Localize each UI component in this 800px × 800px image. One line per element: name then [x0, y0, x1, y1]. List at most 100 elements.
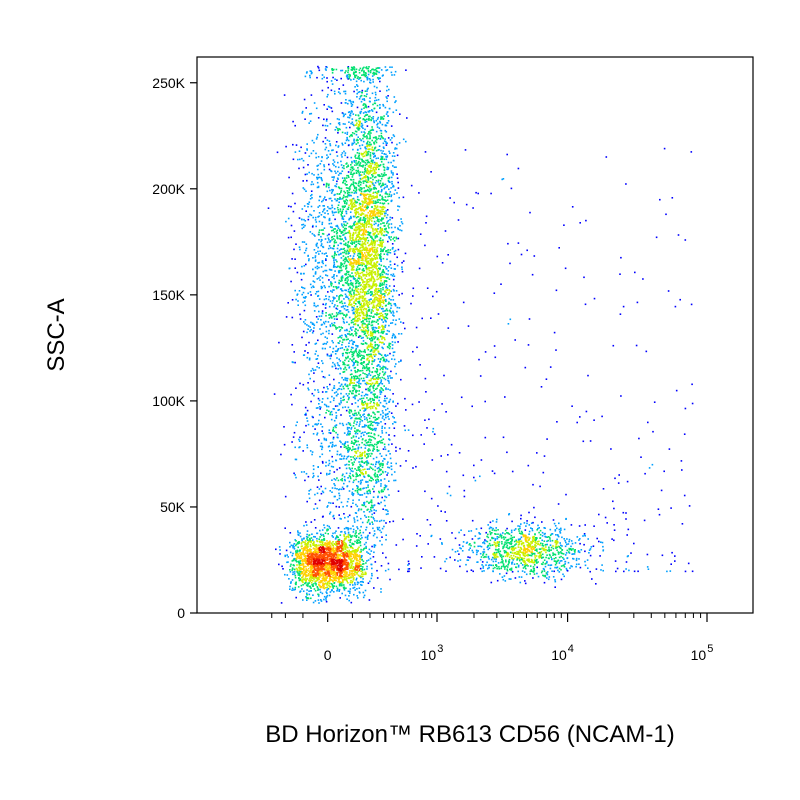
- data-point: [320, 333, 322, 336]
- data-point: [386, 360, 388, 362]
- data-point: [353, 239, 355, 242]
- data-point: [359, 382, 362, 385]
- data-point: [388, 150, 390, 153]
- data-point: [358, 127, 361, 130]
- data-point: [352, 321, 354, 324]
- data-point: [388, 494, 390, 496]
- data-point: [306, 417, 308, 419]
- data-point: [381, 152, 383, 154]
- data-point: [379, 285, 382, 287]
- data-point: [374, 251, 377, 253]
- data-point: [344, 90, 347, 93]
- data-point: [382, 182, 384, 185]
- data-point: [329, 269, 332, 271]
- data-point: [363, 221, 366, 224]
- data-point: [382, 317, 385, 320]
- data-point: [321, 260, 324, 262]
- data-point: [344, 202, 346, 205]
- data-point: [364, 314, 366, 317]
- data-point: [320, 319, 322, 321]
- data-point: [384, 206, 386, 209]
- data-point: [347, 231, 349, 234]
- data-point: [317, 290, 320, 293]
- data-point: [382, 210, 385, 213]
- data-point: [372, 195, 374, 198]
- data-point: [356, 138, 358, 141]
- data-point: [362, 223, 364, 226]
- data-point: [371, 377, 374, 379]
- data-point: [343, 534, 345, 536]
- data-point: [355, 189, 358, 192]
- data-point: [371, 324, 374, 326]
- data-point: [360, 309, 363, 312]
- data-point: [305, 296, 307, 298]
- data-point: [305, 424, 307, 427]
- data-point: [372, 238, 375, 241]
- data-point: [348, 226, 350, 228]
- data-point: [358, 69, 361, 71]
- data-point: [403, 425, 406, 427]
- data-point: [320, 229, 323, 231]
- data-point: [346, 192, 349, 194]
- data-point: [351, 69, 353, 71]
- data-point: [346, 280, 349, 283]
- data-point: [314, 216, 317, 219]
- data-point: [352, 353, 355, 355]
- data-point: [379, 106, 381, 109]
- data-point: [360, 174, 363, 176]
- data-point: [314, 260, 317, 262]
- data-point: [360, 108, 363, 111]
- data-point: [366, 175, 369, 178]
- data-point: [367, 211, 370, 214]
- data-point: [364, 304, 366, 306]
- data-point: [387, 303, 390, 305]
- data-point: [391, 155, 394, 157]
- data-point: [375, 230, 378, 232]
- data-point: [369, 258, 372, 260]
- data-point: [353, 228, 356, 231]
- data-point: [346, 156, 349, 159]
- data-point: [390, 267, 393, 269]
- data-point: [363, 131, 365, 133]
- data-point: [313, 327, 315, 329]
- data-point: [309, 198, 312, 200]
- data-point: [302, 187, 305, 189]
- data-point: [340, 189, 343, 192]
- data-point: [365, 197, 367, 200]
- data-point: [374, 396, 376, 398]
- data-point: [382, 508, 384, 510]
- data-point: [346, 352, 348, 355]
- data-point: [377, 116, 380, 119]
- data-point: [358, 293, 361, 295]
- data-point: [299, 158, 301, 161]
- data-point: [353, 378, 356, 381]
- data-point: [345, 277, 348, 279]
- data-point: [379, 239, 382, 242]
- data-point: [304, 297, 306, 299]
- data-point: [344, 282, 347, 284]
- data-point: [355, 287, 357, 289]
- data-point: [368, 234, 371, 237]
- data-point: [309, 74, 311, 77]
- data-point: [350, 205, 353, 207]
- data-point: [357, 581, 360, 584]
- data-point: [315, 305, 317, 308]
- data-point: [363, 283, 365, 286]
- data-point: [353, 318, 355, 320]
- data-point: [382, 336, 384, 339]
- data-point: [361, 228, 363, 231]
- data-point: [386, 309, 389, 312]
- data-point: [345, 126, 348, 129]
- data-point: [360, 122, 363, 125]
- data-point: [340, 294, 342, 296]
- data-point: [350, 156, 353, 159]
- data-point: [362, 367, 364, 369]
- data-point: [381, 188, 383, 191]
- data-point: [382, 374, 385, 376]
- data-point: [333, 289, 335, 291]
- data-point: [360, 226, 362, 228]
- data-point: [385, 454, 388, 457]
- data-point: [388, 297, 391, 300]
- data-point: [338, 88, 340, 90]
- data-point: [350, 194, 352, 197]
